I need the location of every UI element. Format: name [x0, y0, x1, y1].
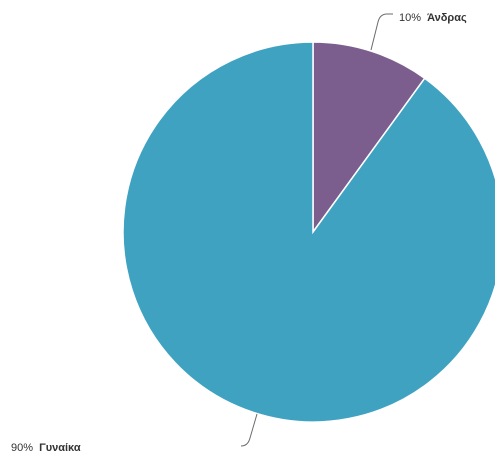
pie-slice-gynaika [122, 41, 495, 423]
pie-slices [122, 41, 495, 423]
slice-percent-andras: 10% [399, 12, 421, 24]
slice-percent-gynaika: 90% [11, 442, 33, 454]
svg-text:90% Γυναίκα: 90% Γυναίκα [11, 442, 81, 454]
leader-line-gynaika [240, 413, 258, 447]
svg-text:10% Άνδρας: 10% Άνδρας [399, 12, 467, 24]
slice-label-andras: 10% Άνδρας [370, 12, 467, 51]
leader-line-andras [370, 13, 393, 51]
slice-category-andras: Άνδρας [427, 12, 467, 24]
slice-label-gynaika: 90% Γυναίκα [11, 413, 258, 454]
pie-slice-andras [312, 41, 426, 235]
slice-category-gynaika: Γυναίκα [39, 442, 81, 454]
